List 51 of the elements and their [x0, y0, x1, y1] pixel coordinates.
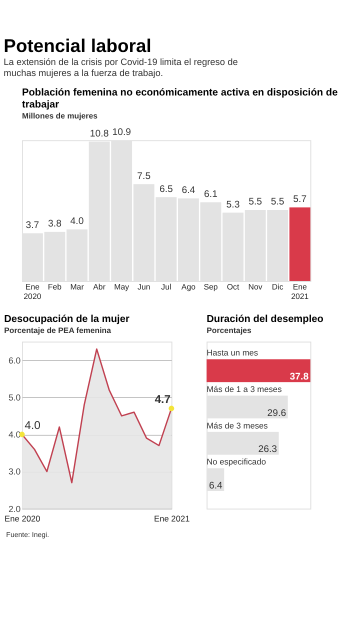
- data-label: 6.4: [208, 480, 224, 492]
- x-tick-label: Sep: [204, 282, 218, 292]
- y-tick-label: 5.0: [8, 392, 21, 402]
- chart-subtitle: Porcentaje de PEA femenina: [4, 326, 112, 335]
- x-tick-label: Ene 2021: [154, 513, 190, 524]
- data-label: 5.7: [293, 194, 307, 206]
- data-label: 5.3: [226, 199, 240, 210]
- y-tick-label: 3.0: [8, 466, 21, 477]
- y-tick-label: Hasta un mes: [206, 348, 258, 358]
- data-label: 5.5: [248, 196, 262, 208]
- data-label: 10.8: [90, 128, 109, 140]
- data-label: 4.0: [24, 420, 40, 432]
- data-label: 4.0: [70, 216, 84, 228]
- data-label: 5.5: [270, 196, 284, 208]
- x-tick-label: Mar: [70, 282, 84, 292]
- x-tick-label: Jun: [138, 282, 150, 292]
- y-tick-label: Más de 1 a 3 meses: [206, 384, 282, 394]
- x-tick-label: Ene 2021: [291, 282, 310, 301]
- y-tick-label: 2.0: [8, 504, 21, 514]
- x-tick-label: Oct: [226, 282, 240, 292]
- x-tick-label: Feb: [48, 282, 62, 292]
- x-tick-label: Ago: [181, 282, 196, 292]
- text: Potencial laboral: [4, 34, 152, 56]
- x-tick-label: Nov: [248, 282, 262, 292]
- x-tick-label: Abr: [93, 282, 106, 292]
- y-tick-label: Más de 3 meses: [206, 420, 268, 430]
- data-label: 37.8: [290, 371, 310, 382]
- bar: [289, 207, 310, 281]
- y-tick-label: 6.0: [8, 355, 21, 366]
- data-label: 6.5: [159, 184, 173, 195]
- text: La extensión de la crisis por Covid-19 limita el regreso de muchas mujeres a la fuerza de trabajo.: [4, 57, 238, 78]
- data-label: 3.8: [48, 218, 62, 230]
- data-label: 10.9: [112, 127, 131, 138]
- x-tick-label: Ene 2020: [4, 513, 41, 524]
- x-tick-label: May: [114, 282, 130, 292]
- x-tick-label: Dic: [272, 282, 284, 292]
- data-label: 26.3: [258, 444, 278, 456]
- chart-subtitle: Porcentajes: [206, 326, 252, 335]
- chart-subtitle: Millones de mujeres: [22, 111, 98, 120]
- y-tick-label: No especificado: [206, 456, 266, 467]
- chart-title: Desocupación de la mujer: [4, 314, 130, 325]
- chart-title: Duración del desempleo: [206, 314, 324, 325]
- data-label: 7.5: [137, 170, 151, 182]
- data-label: 6.1: [204, 188, 218, 200]
- data-label: 3.7: [26, 220, 40, 231]
- x-tick-label: Jul: [161, 282, 172, 292]
- data-label: 6.4: [182, 185, 196, 196]
- data-label: 29.6: [267, 408, 286, 419]
- chart-title: Población femenina no económicamente activa en disposición de trabajar: [22, 87, 338, 110]
- data-label: 4.7: [154, 394, 171, 406]
- x-tick-label: Ene 2020: [24, 282, 42, 301]
